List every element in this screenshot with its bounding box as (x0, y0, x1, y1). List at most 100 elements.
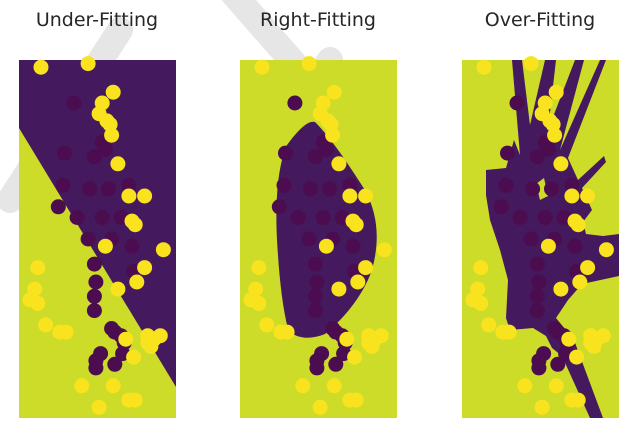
data-point-class0 (80, 231, 96, 247)
data-point-class0 (529, 149, 545, 165)
data-point-class1 (104, 127, 120, 143)
data-point-class1 (325, 127, 341, 143)
data-point-class1 (548, 378, 564, 394)
data-point-class1 (30, 260, 46, 276)
data-point-class1 (74, 378, 90, 394)
watermark-stroke (221, 0, 313, 83)
data-point-class0 (57, 145, 72, 161)
data-point-class0 (512, 210, 528, 225)
data-point-class0 (86, 149, 102, 165)
data-point-class0 (500, 145, 515, 161)
data-point-class1 (97, 238, 113, 254)
data-point-class0 (531, 360, 547, 376)
data-point-class1 (251, 260, 267, 276)
data-point-class1 (548, 84, 564, 100)
data-point-class1 (569, 349, 585, 365)
data-point-class0 (124, 238, 140, 254)
data-point-class0 (86, 303, 102, 319)
data-point-class1 (547, 127, 563, 143)
data-point-class1 (358, 260, 374, 276)
data-point-class0 (303, 181, 319, 197)
data-point-class1 (342, 392, 358, 408)
data-point-class1 (110, 156, 126, 172)
data-point-class0 (86, 256, 102, 272)
data-point-class1 (137, 188, 153, 204)
decision-region-class0 (19, 60, 176, 387)
data-point-class0 (544, 181, 559, 197)
data-point-class1 (155, 242, 171, 258)
data-point-class1 (358, 188, 374, 204)
data-point-class0 (564, 177, 580, 193)
data-point-class0 (529, 256, 545, 272)
data-point-class1 (105, 378, 121, 394)
data-point-class0 (55, 177, 71, 193)
data-point-class0 (88, 360, 104, 376)
data-point-class1 (348, 217, 364, 233)
data-point-class1 (326, 378, 342, 394)
data-point-class1 (152, 328, 168, 344)
data-point-class1 (121, 188, 137, 204)
data-point-class0 (307, 303, 323, 319)
data-point-class1 (33, 59, 49, 75)
data-point-class1 (561, 331, 577, 347)
data-point-class1 (347, 349, 363, 365)
data-point-class1 (126, 349, 142, 365)
data-point-class0 (493, 199, 509, 215)
decision-region-class1-spike (536, 178, 548, 200)
data-point-class1 (580, 260, 596, 276)
data-point-class1 (564, 188, 580, 204)
data-point-class0 (318, 142, 334, 157)
data-point-class0 (531, 274, 547, 290)
data-point-class0 (540, 142, 556, 157)
data-point-class0 (86, 288, 102, 304)
data-point-class1 (105, 84, 121, 100)
data-point-class1 (110, 281, 126, 297)
data-point-class0 (97, 142, 113, 157)
data-point-class0 (107, 356, 123, 372)
data-point-class0 (529, 288, 545, 304)
data-point-class0 (509, 95, 525, 111)
data-point-class0 (121, 177, 137, 193)
data-point-class1 (254, 59, 270, 75)
data-point-class1 (534, 399, 550, 415)
data-point-class1 (570, 217, 586, 233)
data-point-class1 (350, 274, 366, 290)
data-point-class0 (307, 149, 323, 165)
data-point-class1 (331, 281, 347, 297)
data-point-class0 (88, 274, 104, 290)
data-point-class1 (91, 399, 107, 415)
data-point-class1 (598, 242, 614, 258)
data-point-class0 (276, 177, 292, 193)
data-point-class0 (94, 210, 110, 225)
data-point-class0 (567, 238, 583, 254)
data-point-class0 (342, 177, 358, 193)
data-point-class0 (523, 231, 539, 247)
data-point-class1 (523, 56, 539, 72)
data-point-class1 (376, 242, 392, 258)
data-point-class1 (580, 188, 596, 204)
data-point-class1 (476, 59, 492, 75)
data-point-class1 (118, 331, 134, 347)
panel-title: Right-Fitting (260, 9, 376, 31)
data-point-class0 (525, 181, 541, 197)
data-point-class1 (80, 56, 96, 72)
data-point-class0 (69, 210, 85, 225)
data-point-class0 (301, 231, 317, 247)
data-point-class1 (127, 217, 143, 233)
data-point-class1 (339, 331, 355, 347)
data-point-class1 (295, 378, 311, 394)
data-point-class1 (373, 328, 389, 344)
data-point-class1 (121, 392, 137, 408)
data-point-class0 (309, 274, 325, 290)
data-point-class1 (301, 56, 317, 72)
data-point-class0 (271, 199, 287, 215)
data-point-class1 (318, 238, 334, 254)
data-point-class0 (328, 356, 344, 372)
panel-title: Over-Fitting (485, 9, 595, 31)
data-point-class1 (58, 324, 74, 340)
data-point-class1 (481, 317, 497, 333)
data-point-class1 (517, 378, 533, 394)
data-point-class1 (501, 324, 517, 340)
points-layer (22, 56, 614, 415)
